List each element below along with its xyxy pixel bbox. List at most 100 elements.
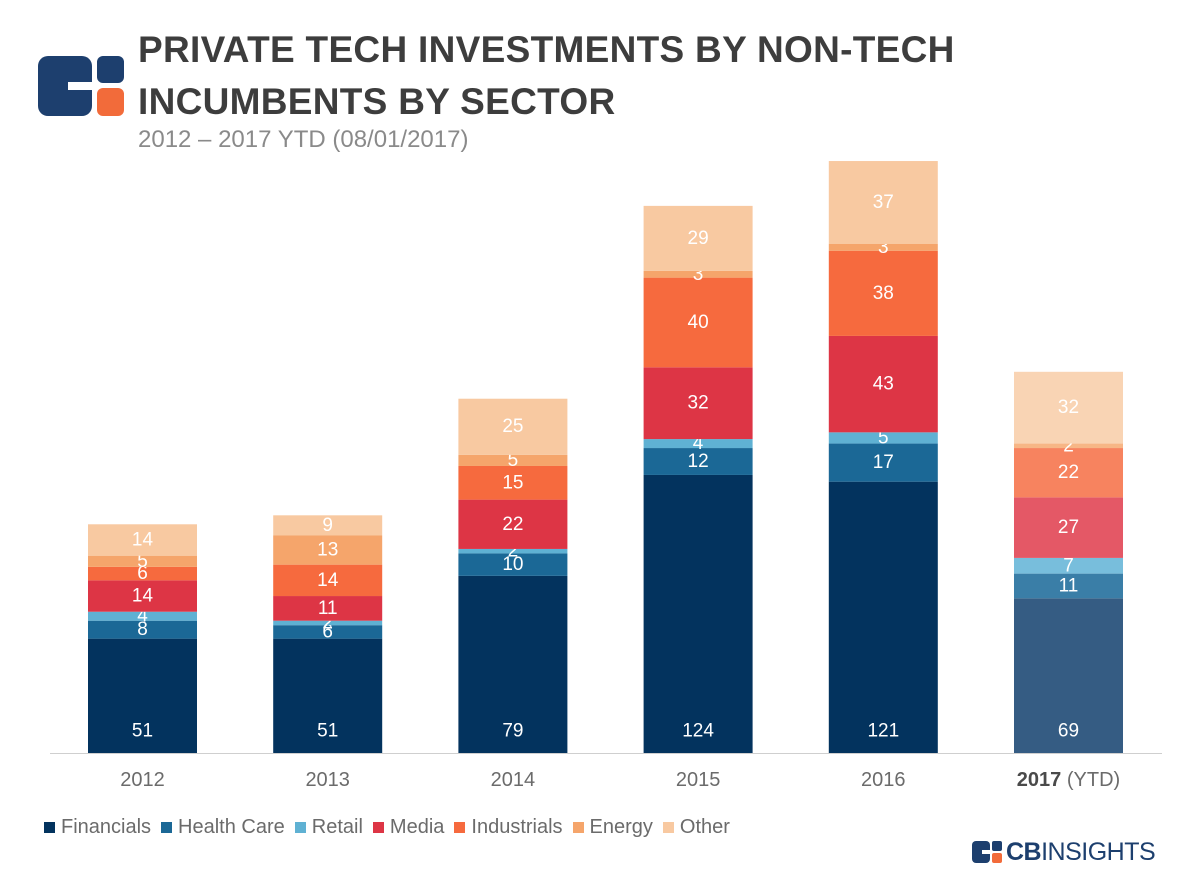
data-label: 25	[502, 416, 523, 437]
x-tick-label: 2012	[120, 769, 165, 791]
data-label: 2	[1063, 435, 1074, 456]
x-tick-label-text: 2012	[120, 769, 165, 791]
data-label: 29	[688, 228, 709, 249]
x-tick-label-text: (YTD)	[1061, 769, 1120, 791]
data-label: 3	[693, 264, 704, 285]
legend-swatch	[454, 821, 466, 833]
bar-segment-retail	[88, 611, 197, 621]
data-label: 51	[132, 721, 153, 742]
bar-segment-other	[458, 398, 568, 455]
x-tick-label-bold: 2017	[1017, 769, 1062, 791]
x-tick-label: 2017 (YTD)	[1017, 769, 1120, 791]
bar-group-2016: 121 17 5 43 38 3 37	[828, 161, 938, 753]
data-label: 79	[502, 721, 523, 742]
bars-layer: 5184146514516211141397910222155251241243…	[88, 161, 1123, 753]
bar-segment-media	[828, 335, 938, 433]
legend-item-financials: Financials	[44, 816, 151, 839]
bar-group-2015: 124 124 32 40 3 29	[643, 205, 753, 753]
bar-segment-financials	[1014, 598, 1123, 753]
legend-label: Other	[679, 815, 730, 838]
bar-segment-media	[273, 596, 383, 621]
data-label: 10	[502, 554, 523, 575]
data-label: 9	[322, 515, 333, 536]
legend-item-other: Other	[662, 815, 730, 839]
data-label: 4	[693, 433, 704, 454]
bar-segment-financials	[88, 638, 197, 753]
data-label: 69	[1058, 721, 1079, 742]
chart-subtitle: 2012 – 2017 YTD (08/01/2017)	[138, 126, 469, 153]
data-label: 11	[318, 598, 338, 619]
legend-label: Financials	[61, 815, 152, 838]
bar-segment-media	[1014, 497, 1123, 558]
chart-title-line-2: INCUMBENTS BY SECTOR	[138, 81, 616, 122]
bar-segment-other	[828, 161, 938, 244]
data-label: 124	[682, 721, 714, 742]
data-label: 11	[1059, 575, 1079, 596]
bar-segment-retail	[458, 548, 568, 554]
bar-segment-industrials	[273, 564, 383, 597]
cb-insights-brand: CBINSIGHTS	[972, 837, 1156, 866]
x-tick-label: 2014	[491, 769, 536, 791]
brand-prefix: CB	[1006, 837, 1042, 866]
legend-swatch	[372, 821, 384, 833]
legend-item-industrials: Industrials	[454, 815, 563, 839]
legend-item-retail: Retail	[294, 816, 363, 839]
data-label: 8	[137, 619, 148, 640]
cb-insights-mark-icon	[972, 841, 1002, 863]
data-label: 2	[322, 612, 333, 633]
bar-segment-financials	[458, 575, 568, 753]
bar-segment-health-care	[1014, 573, 1123, 599]
bar-segment-energy	[273, 535, 383, 565]
legend: Financials Health Care Retail Media Industri…	[44, 814, 740, 840]
bar-segment-media	[643, 367, 753, 440]
data-label: 3	[878, 237, 889, 258]
bar-segment-media	[88, 580, 197, 612]
legend-label: Media	[389, 815, 445, 838]
legend-item-health-care: Health Care	[161, 816, 285, 839]
bar-segment-health-care	[88, 620, 197, 639]
legend-item-media: Media	[372, 815, 445, 839]
data-label: 17	[873, 452, 894, 473]
bar-segment-financials	[828, 481, 938, 753]
x-tick-label: 2015	[676, 769, 721, 791]
brand-suffix: INSIGHTS	[1041, 837, 1156, 866]
data-label: 5	[137, 551, 148, 572]
bar-segment-energy	[643, 270, 753, 278]
x-tick-label-text: 2014	[491, 769, 536, 791]
chart-title-line-1: PRIVATE TECH INVESTMENTS BY NON-TECH	[138, 29, 955, 70]
bar-segment-industrials	[458, 465, 568, 500]
legend-label: Industrials	[471, 815, 563, 838]
stacked-bar-chart: 5184146514516211141397910222155251241243…	[50, 161, 1162, 791]
data-label: 22	[502, 514, 523, 535]
data-label: 14	[317, 570, 339, 591]
data-label: 7	[1063, 555, 1074, 576]
data-label: 121	[867, 721, 899, 742]
data-label: 43	[873, 374, 894, 395]
data-label: 2	[508, 541, 519, 562]
bar-segment-industrials	[88, 566, 197, 581]
legend-label: Energy	[589, 815, 653, 838]
cb-insights-logo-icon	[38, 56, 126, 116]
bar-segment-retail	[828, 432, 938, 444]
bar-segment-energy	[88, 555, 197, 567]
bar-segment-health-care	[458, 553, 568, 576]
legend-item-energy: Energy	[572, 815, 653, 839]
legend-swatch	[572, 821, 584, 833]
bar-segment-energy	[828, 243, 938, 251]
data-label: 4	[137, 606, 148, 627]
bar-segment-industrials	[1014, 448, 1123, 498]
bar-segment-other	[273, 515, 383, 536]
bar-segment-industrials	[643, 277, 753, 368]
bar-segment-retail	[1014, 557, 1123, 574]
legend-swatch	[44, 821, 55, 833]
x-tick-label: 2013	[305, 769, 350, 791]
bar-segment-other	[88, 524, 197, 556]
data-label: 5	[878, 427, 889, 448]
data-label: 38	[873, 283, 894, 304]
bar-segment-retail	[643, 439, 753, 449]
bar-segment-media	[458, 499, 568, 549]
data-label: 40	[688, 312, 709, 333]
data-label: 14	[132, 529, 154, 550]
x-tick-label-text: 2013	[305, 769, 350, 791]
